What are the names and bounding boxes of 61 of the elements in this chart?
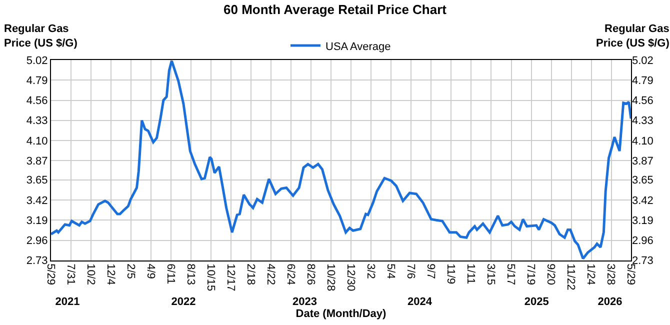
y2-tick-label: 3.65 bbox=[632, 174, 654, 187]
x-tick-label: 8/13 bbox=[184, 264, 197, 285]
y-tick-label: 4.33 bbox=[26, 115, 48, 128]
x-tick-label: 8/26 bbox=[304, 264, 317, 285]
y-axis-title: Regular Gas Price (US $/G) bbox=[4, 23, 78, 50]
y-tick-label: 4.10 bbox=[26, 135, 48, 148]
chart-title: 60 Month Average Retail Price Chart bbox=[224, 2, 448, 17]
x-tick-label: 3/2 bbox=[364, 264, 377, 279]
x-tick-label: 9/7 bbox=[424, 264, 437, 279]
x-axis-title: Date (Month/Day) bbox=[296, 308, 387, 320]
y-tick-label: 2.96 bbox=[26, 235, 48, 248]
x-tick-label: 7/6 bbox=[404, 264, 417, 279]
x-tick-label: 2/18 bbox=[244, 264, 257, 285]
y2-tick-label: 3.87 bbox=[632, 155, 654, 168]
y-tick-label: 3.87 bbox=[26, 155, 48, 168]
x2-tick-label: 2022 bbox=[171, 296, 196, 308]
y-tick-label: 5.02 bbox=[26, 54, 48, 67]
x-tick-label: 10/2 bbox=[84, 264, 96, 285]
x-tick-label: 12/30 bbox=[344, 264, 357, 292]
x-tick-label: 7/31 bbox=[64, 264, 76, 285]
x-tick-label: 9/20 bbox=[544, 264, 557, 285]
x-tick-label: 1/24 bbox=[584, 264, 597, 285]
y2-tick-label: 3.42 bbox=[632, 194, 654, 207]
x-tick-label: 5/4 bbox=[384, 264, 397, 279]
x-tick-label: 10/15 bbox=[204, 264, 217, 292]
x-tick-label: 5/29 bbox=[624, 264, 636, 285]
x-tick-label: 11/9 bbox=[444, 264, 457, 284]
x-tick-label: 3/15 bbox=[484, 264, 497, 285]
x2-tick-label: 2024 bbox=[408, 296, 433, 308]
x-tick-label: 3/28 bbox=[604, 264, 617, 285]
x-tick-label: 7/19 bbox=[524, 264, 537, 285]
y-tick-label: 4.56 bbox=[26, 95, 48, 108]
x-tick-label: 4/22 bbox=[264, 264, 277, 285]
x-tick-label: 4/9 bbox=[144, 264, 156, 279]
x2-tick-label: 2021 bbox=[55, 296, 80, 308]
x2-tick-label: 2025 bbox=[524, 296, 549, 308]
y2-tick-label: 4.33 bbox=[632, 115, 654, 128]
x-tick-label: 5/17 bbox=[504, 264, 517, 285]
x-tick-label: 11/22 bbox=[564, 264, 577, 290]
y-tick-label: 3.65 bbox=[26, 174, 48, 187]
x2-tick-label: 2023 bbox=[292, 296, 318, 308]
x-tick-label: 12/4 bbox=[104, 264, 116, 285]
x-tick-label: 6/24 bbox=[284, 264, 297, 285]
x-tick-label: 12/17 bbox=[224, 264, 237, 292]
y2-tick-label: 4.10 bbox=[632, 135, 654, 148]
legend-label: USA Average bbox=[326, 40, 391, 53]
x-tick-label: 6/11 bbox=[164, 264, 176, 284]
x-tick-label: 1/11 bbox=[464, 264, 477, 284]
y2-tick-label: 2.96 bbox=[632, 235, 654, 248]
x2-tick-label: 2026 bbox=[598, 296, 622, 308]
y-tick-label: 3.42 bbox=[26, 194, 48, 207]
y2-tick-label: 4.79 bbox=[632, 74, 654, 87]
x-tick-label: 2/5 bbox=[124, 264, 136, 279]
y-tick-label: 3.19 bbox=[26, 214, 48, 227]
line-series bbox=[51, 60, 631, 260]
y2-tick-label: 4.56 bbox=[632, 95, 654, 108]
y2-tick-label: 3.19 bbox=[632, 214, 654, 227]
y2-tick-label: 5.02 bbox=[632, 54, 654, 67]
y-tick-label: 4.79 bbox=[26, 74, 48, 87]
y2-axis-title: Regular Gas Price (US $/G) bbox=[596, 23, 670, 50]
x-tick-label: 10/28 bbox=[324, 264, 337, 292]
